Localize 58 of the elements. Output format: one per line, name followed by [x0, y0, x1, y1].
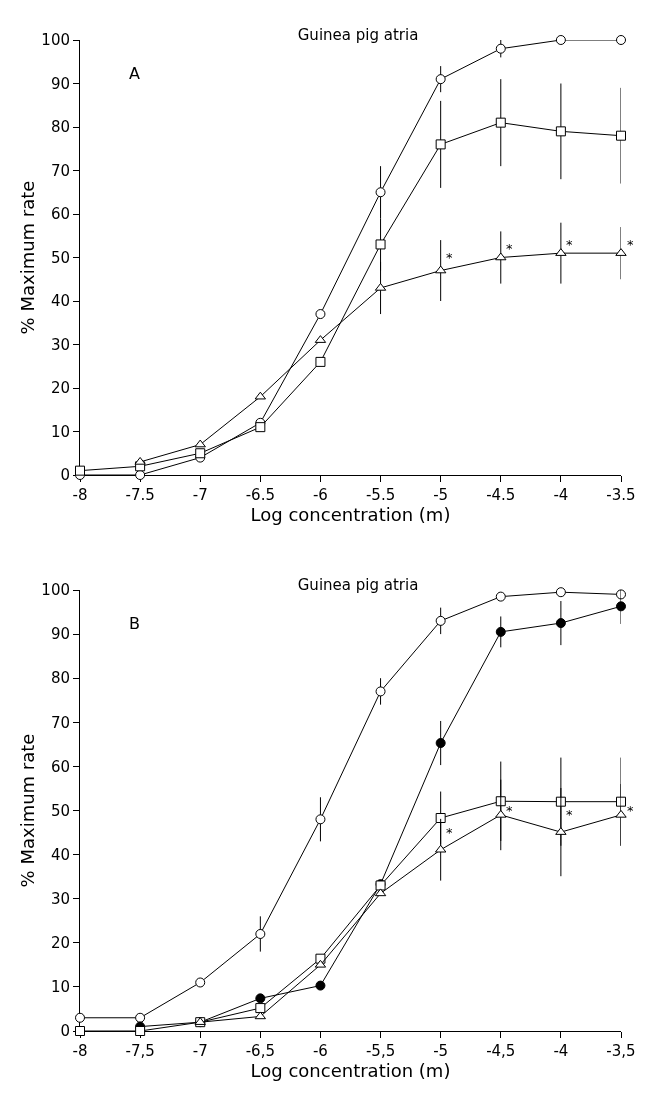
annotation: *: [446, 250, 453, 265]
x-tick-label: -5: [433, 486, 449, 504]
x-tick-label: -4,5: [486, 1042, 516, 1060]
y-tick-label: 50: [50, 801, 70, 820]
annotation: *: [446, 825, 453, 840]
x-tick-label: -3,5: [606, 1042, 636, 1060]
annotation: *: [506, 803, 513, 818]
y-tick-label: 90: [50, 625, 70, 644]
x-tick-label: -8: [72, 486, 88, 504]
y-tick-label: 10: [50, 422, 70, 441]
y-tick-label: 20: [50, 934, 70, 953]
x-tick-label: -6,5: [245, 1042, 275, 1060]
x-tick-label: -4.5: [486, 486, 516, 504]
y-axis-title: % Maximum rate: [17, 733, 38, 888]
y-tick-label: 70: [50, 161, 70, 180]
x-tick-label: -6: [312, 1042, 328, 1060]
chart-title: Guinea pig atria: [297, 26, 419, 44]
y-tick-label: 80: [50, 118, 70, 137]
y-tick-label: 40: [50, 845, 70, 864]
x-tick-label: -5: [433, 1042, 449, 1060]
y-tick-label: 40: [50, 292, 70, 311]
annotation: *: [506, 241, 513, 256]
y-tick-label: 80: [50, 669, 70, 688]
y-tick-label: 100: [41, 581, 70, 600]
annotation: *: [627, 803, 634, 818]
x-tick-label: -8: [72, 1042, 88, 1060]
annotation: *: [627, 237, 634, 252]
x-tick-label: -4: [553, 1042, 569, 1060]
y-axis-title: % Maximum rate: [17, 180, 38, 335]
y-tick-label: 30: [50, 335, 70, 354]
annotation: A: [129, 64, 140, 83]
y-tick-label: 90: [50, 74, 70, 93]
y-tick-label: 10: [50, 978, 70, 997]
x-axis-title: Log concentration (m): [250, 504, 451, 525]
chart-title: Guinea pig atria: [297, 576, 419, 594]
x-tick-label: -4: [553, 486, 569, 504]
x-tick-label: -7: [192, 1042, 208, 1060]
annotation: *: [566, 807, 573, 822]
annotation: *: [566, 237, 573, 252]
x-tick-label: -7,5: [125, 1042, 155, 1060]
x-tick-label: -3.5: [606, 486, 636, 504]
y-tick-label: 20: [50, 379, 70, 398]
y-tick-label: 0: [60, 1022, 70, 1041]
x-axis-title: Log concentration (m): [250, 1060, 451, 1081]
x-tick-label: -6.5: [245, 486, 275, 504]
y-tick-label: 0: [60, 466, 70, 485]
y-tick-label: 70: [50, 713, 70, 732]
y-tick-label: 100: [41, 31, 70, 50]
x-tick-label: -6: [312, 486, 328, 504]
x-tick-label: -7.5: [125, 486, 155, 504]
x-tick-label: -7: [192, 486, 208, 504]
y-tick-label: 60: [50, 205, 70, 224]
y-tick-label: 30: [50, 889, 70, 908]
y-tick-label: 50: [50, 248, 70, 267]
x-tick-label: -5,5: [365, 1042, 396, 1060]
annotation: B: [129, 614, 140, 633]
y-tick-label: 60: [50, 757, 70, 776]
x-tick-label: -5.5: [365, 486, 396, 504]
